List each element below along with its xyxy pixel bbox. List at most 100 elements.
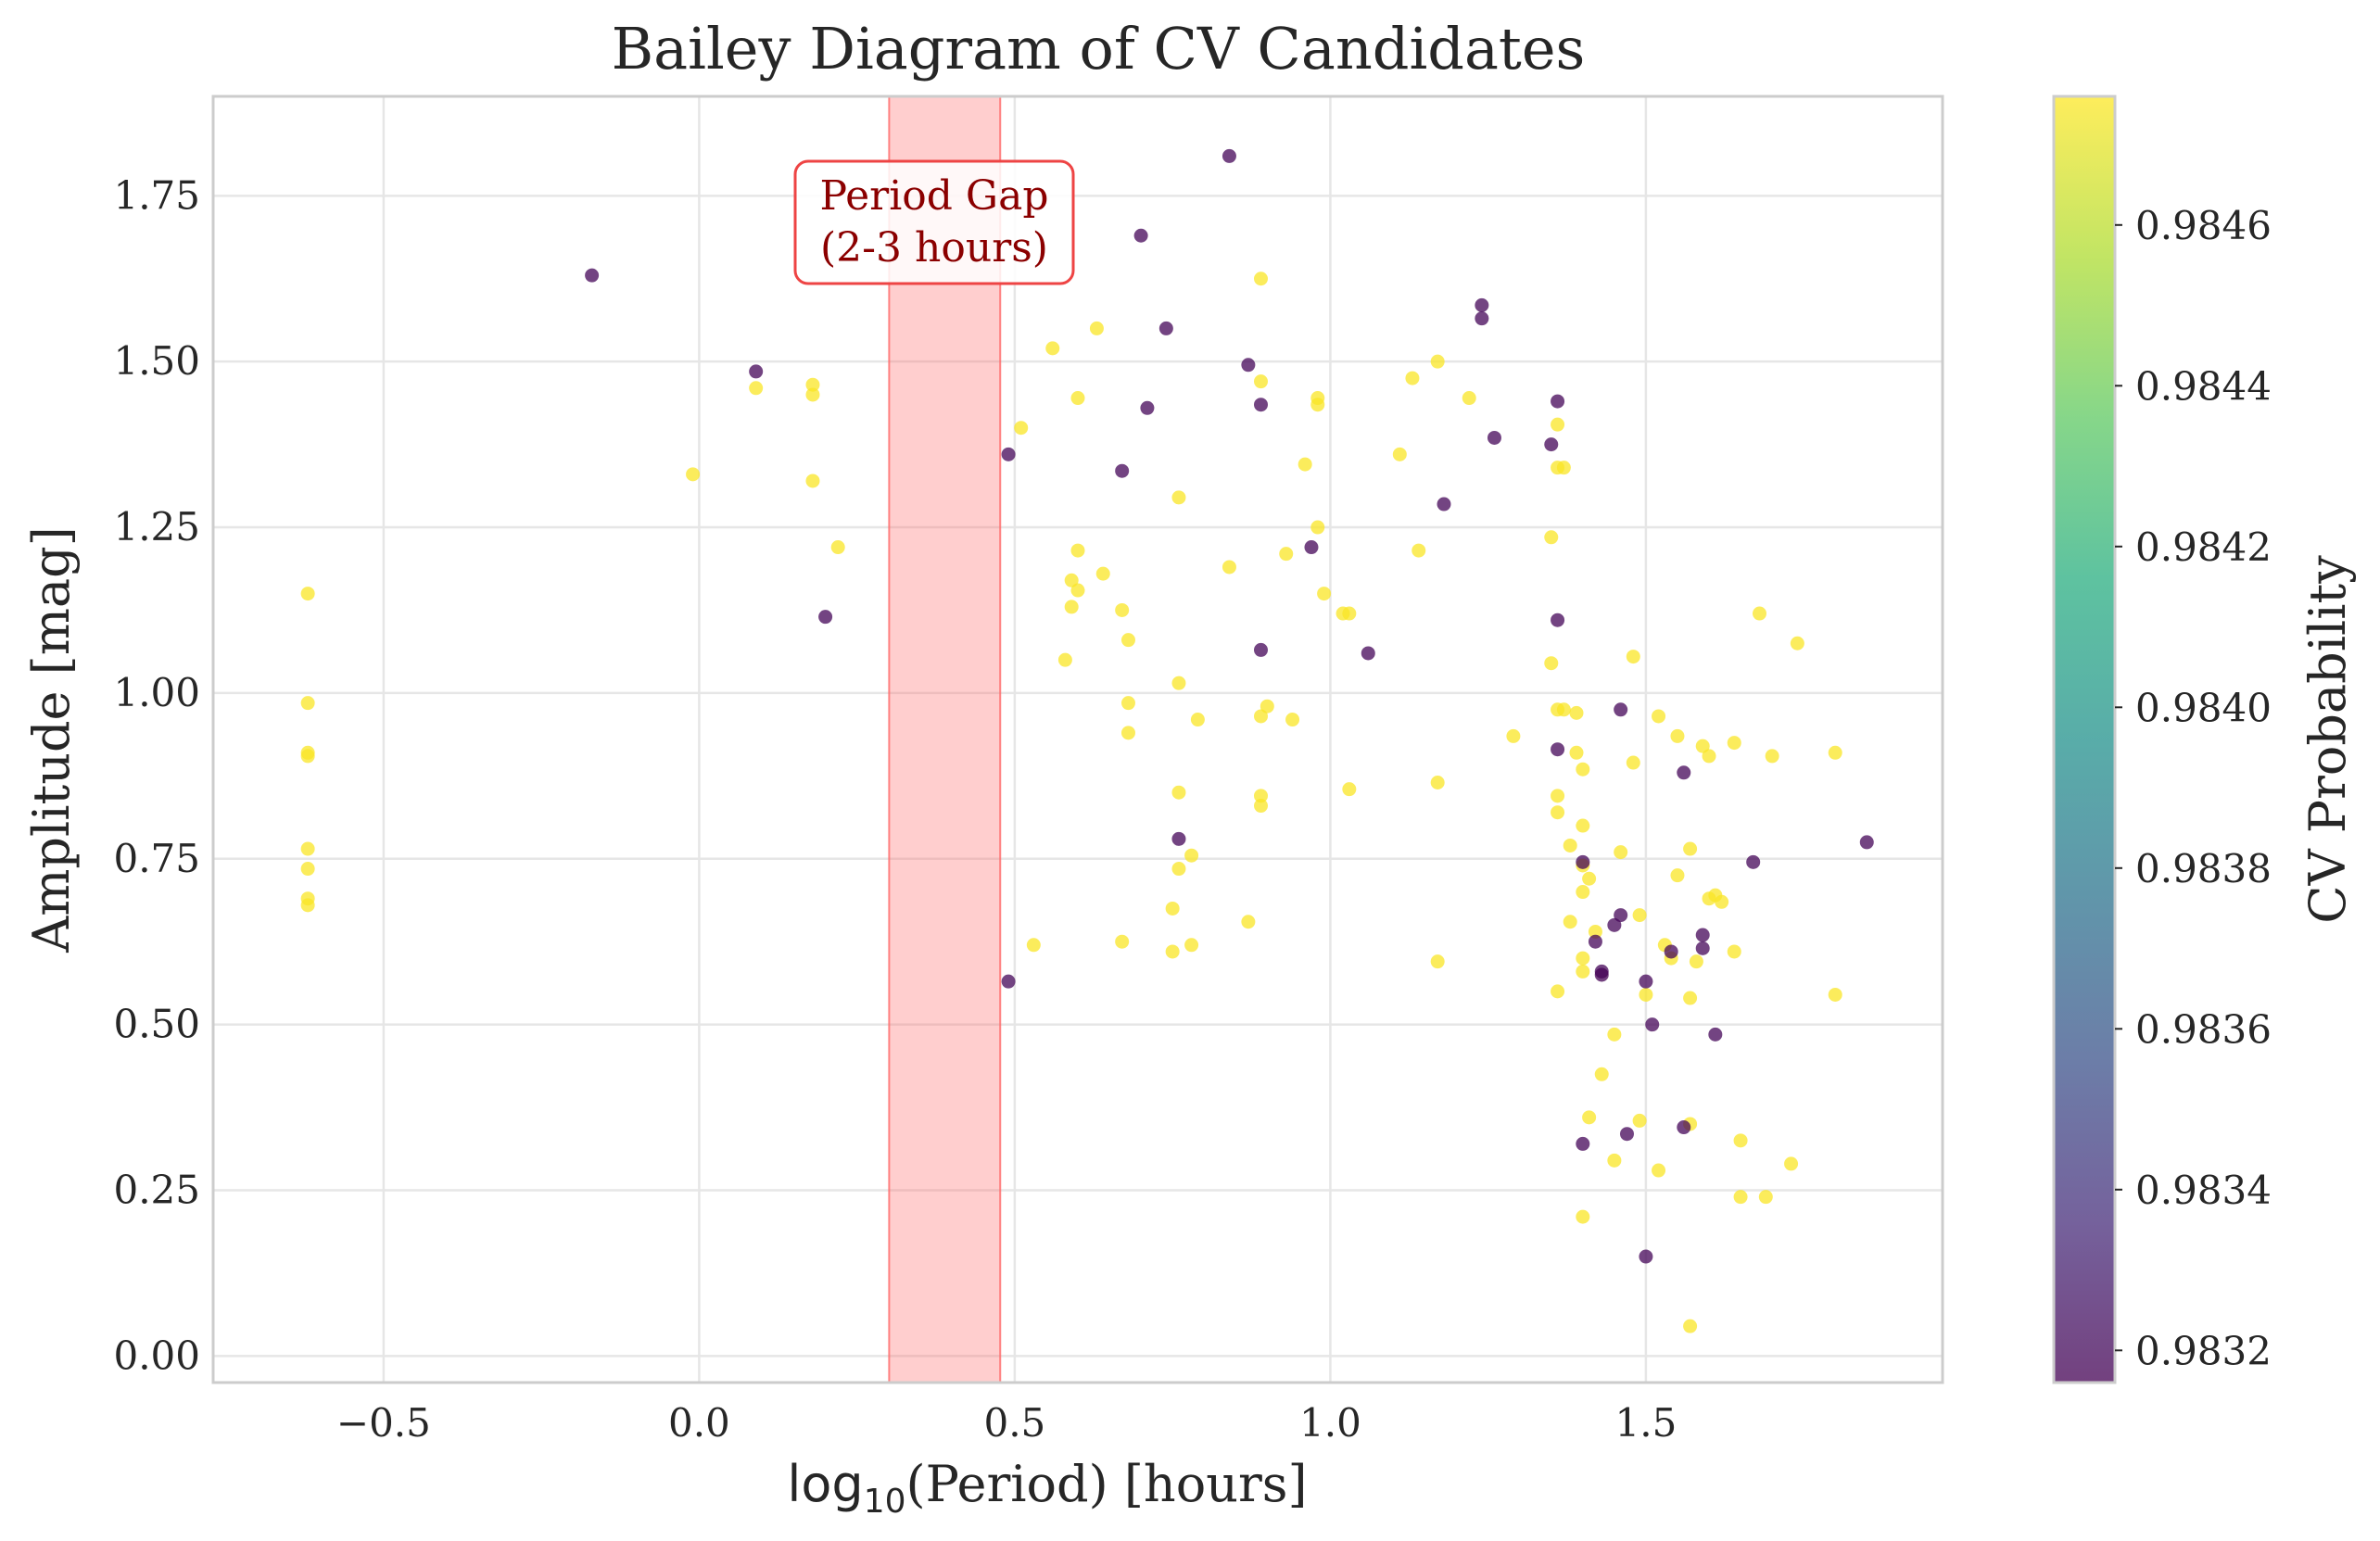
scatter-point xyxy=(1430,354,1445,369)
colorbar-frame xyxy=(2052,95,2117,1384)
scatter-point xyxy=(1828,987,1842,1002)
scatter-point xyxy=(1556,702,1571,717)
scatter-point xyxy=(1576,1136,1590,1151)
scatter-point xyxy=(1551,394,1565,409)
scatter-point xyxy=(1171,862,1186,877)
scatter-point xyxy=(1607,1027,1622,1042)
x-tick-label: 0.5 xyxy=(983,1400,1045,1446)
scatter-point xyxy=(1430,954,1445,969)
scatter-point xyxy=(1544,656,1559,671)
scatter-point xyxy=(1184,938,1199,953)
scatter-point xyxy=(749,364,764,379)
scatter-point xyxy=(1746,854,1761,869)
scatter-point xyxy=(1784,1156,1799,1171)
scatter-point xyxy=(1765,749,1779,764)
y-axis-ticks: 0.00 0.25 0.50 0.75 1.00 1.25 1.50 1.75 xyxy=(113,172,200,1378)
scatter-point xyxy=(1253,374,1268,389)
scatter-point xyxy=(1171,785,1186,800)
y-tick-label: 0.00 xyxy=(113,1333,200,1378)
colorbar: 0.9832 0.9834 0.9836 0.9838 0.9840 0.9842 0.98… xyxy=(2052,95,2357,1384)
scatter-point xyxy=(300,898,315,913)
colorbar-tick-label: 0.9840 xyxy=(2135,685,2272,730)
scatter-point xyxy=(1317,587,1332,601)
scatter-point xyxy=(1133,228,1148,243)
y-tick-label: 0.75 xyxy=(113,836,200,881)
scatter-point xyxy=(1576,964,1590,979)
x-axis-label: log10(Period) [hours] xyxy=(787,1455,1307,1521)
scatter-point xyxy=(1859,835,1874,850)
scatter-point xyxy=(1683,1319,1698,1333)
scatter-point xyxy=(1361,646,1375,661)
scatter-point xyxy=(1652,709,1666,724)
chart-title: Bailey Diagram of CV Candidates xyxy=(612,15,1586,82)
scatter-point xyxy=(1695,739,1710,753)
scatter-point xyxy=(749,381,764,396)
period-gap-band xyxy=(889,96,1001,1383)
scatter-point xyxy=(300,841,315,856)
scatter-point xyxy=(1064,600,1079,614)
scatter-point xyxy=(1576,1209,1590,1224)
x-tick-label: −0.5 xyxy=(336,1400,431,1446)
scatter-point xyxy=(1689,954,1703,969)
scatter-point xyxy=(830,540,845,555)
scatter-point xyxy=(1632,1113,1647,1128)
scatter-point xyxy=(1708,1027,1723,1042)
scatter-point xyxy=(1576,885,1590,900)
scatter-point xyxy=(1544,530,1559,545)
scatter-point xyxy=(1475,297,1489,312)
scatter-point xyxy=(1563,838,1577,853)
x-axis-label-rest: (Period) [hours] xyxy=(906,1455,1308,1513)
scatter-point xyxy=(1790,636,1804,651)
scatter-point xyxy=(1310,520,1325,535)
x-tick-label: 1.0 xyxy=(1299,1400,1361,1446)
scatter-point xyxy=(1614,908,1628,923)
scatter-point xyxy=(1001,447,1016,461)
scatter-point xyxy=(1582,1110,1597,1125)
scatter-point xyxy=(1695,928,1710,942)
scatter-point xyxy=(1026,938,1041,953)
scatter-point xyxy=(1683,841,1698,856)
plot-frame xyxy=(211,95,1944,1384)
scatter-point xyxy=(1733,1133,1748,1148)
colorbar-tick-label: 0.9842 xyxy=(2135,524,2272,570)
scatter-point xyxy=(1437,497,1451,512)
scatter-point xyxy=(1487,430,1501,445)
scatter-point xyxy=(1551,417,1565,432)
grid-lines xyxy=(213,96,1943,1383)
scatter-point xyxy=(818,610,833,625)
scatter-point xyxy=(1652,1163,1666,1178)
scatter-point xyxy=(1670,728,1685,743)
colorbar-tick-label: 0.9836 xyxy=(2135,1006,2272,1052)
scatter-point xyxy=(1430,776,1445,790)
scatter-point xyxy=(1392,447,1407,461)
scatter-point xyxy=(1551,789,1565,803)
colorbar-gradient xyxy=(2054,96,2115,1383)
scatter-point xyxy=(300,749,315,764)
x-axis-label-subscript: 10 xyxy=(864,1483,906,1521)
scatter-point xyxy=(805,377,820,392)
scatter-point xyxy=(1576,818,1590,833)
scatter-point xyxy=(1626,755,1640,770)
scatter-point xyxy=(1727,736,1741,751)
scatter-point xyxy=(1057,652,1072,667)
scatter-point xyxy=(1576,762,1590,777)
y-tick-label: 1.50 xyxy=(113,338,200,384)
scatter-point xyxy=(1158,321,1173,335)
scatter-point xyxy=(1045,341,1060,356)
x-axis-ticks: −0.5 0.0 0.5 1.0 1.5 xyxy=(336,1400,1677,1446)
y-tick-label: 0.50 xyxy=(113,1002,200,1047)
scatter-point xyxy=(1310,398,1325,412)
scatter-point xyxy=(1115,463,1130,478)
scatter-point xyxy=(1569,705,1584,720)
scatter-point xyxy=(1576,854,1590,869)
period-gap-annotation: Period Gap (2-3 hours) xyxy=(793,159,1075,285)
colorbar-tick-label: 0.9844 xyxy=(2135,363,2272,409)
scatter-point xyxy=(1171,676,1186,690)
scatter-point xyxy=(1089,321,1104,335)
scatter-point xyxy=(1120,726,1135,740)
scatter-point xyxy=(300,587,315,601)
x-tick-label: 1.5 xyxy=(1615,1400,1677,1446)
scatter-point xyxy=(1828,745,1842,760)
y-tick-label: 1.00 xyxy=(113,670,200,715)
scatter-point xyxy=(1677,765,1691,780)
